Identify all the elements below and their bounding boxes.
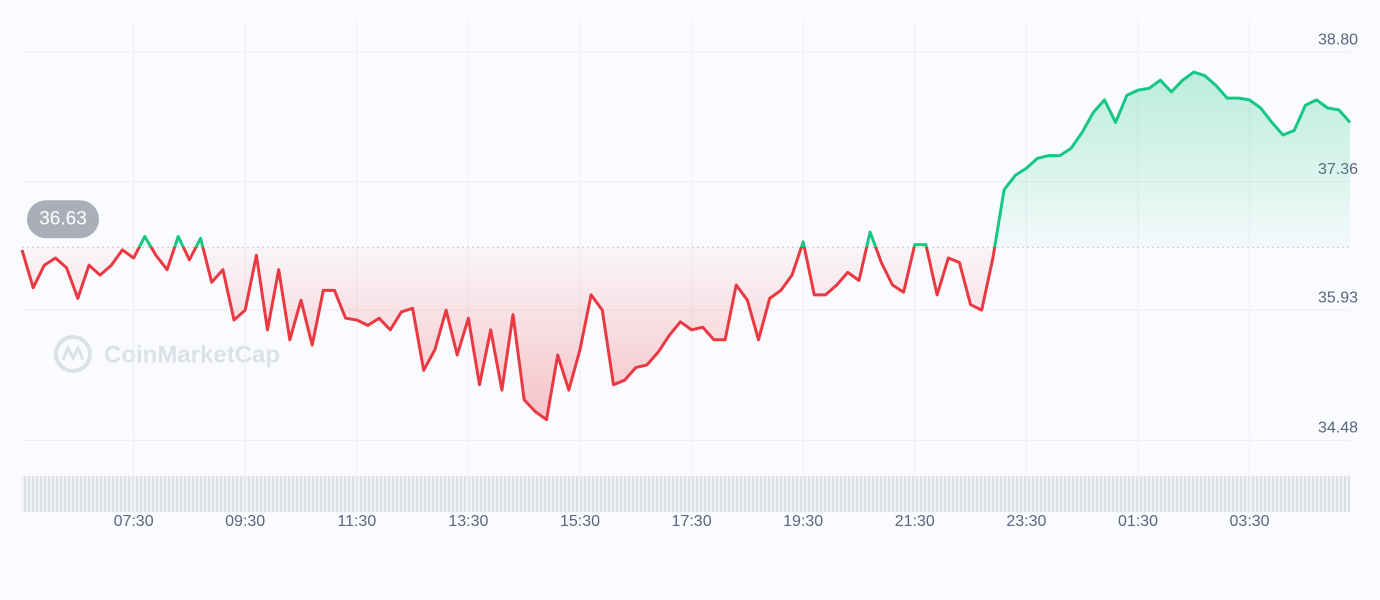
x-tick-label: 21:30	[895, 513, 935, 530]
x-tick-label: 11:30	[337, 513, 376, 530]
x-tick-label: 13:30	[448, 513, 488, 530]
x-tick-label: 15:30	[560, 513, 600, 530]
price-line	[20, 70, 1352, 422]
y-tick-label: 34.48	[1318, 420, 1358, 437]
x-tick-label: 17:30	[672, 513, 712, 530]
volume-bars	[22, 476, 1350, 512]
reference-label: 36.63	[39, 208, 87, 229]
reference-badge	[27, 200, 99, 239]
watermark-text: CoinMarketCap	[104, 341, 280, 368]
x-tick-label: 07:30	[114, 513, 154, 530]
y-tick-label: 35.93	[1318, 289, 1358, 306]
y-tick-label: 38.80	[1318, 32, 1358, 49]
x-tick-label: 09:30	[225, 513, 265, 530]
x-tick-label: 03:30	[1230, 513, 1270, 530]
x-tick-label: 19:30	[783, 513, 823, 530]
x-tick-label: 23:30	[1006, 513, 1046, 530]
watermark: CoinMarketCap	[54, 335, 280, 373]
area	[22, 72, 1350, 420]
x-tick-label: 01:30	[1118, 513, 1158, 530]
